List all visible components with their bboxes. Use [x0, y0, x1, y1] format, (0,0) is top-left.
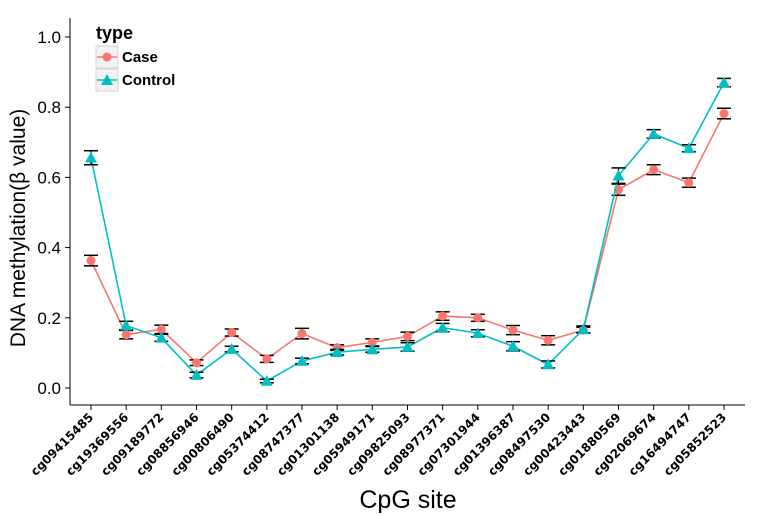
x-tick-label: cg05852523	[661, 410, 729, 478]
data-point	[297, 329, 307, 339]
y-axis: 0.0 0.2 0.4 0.6 0.8 1.0	[37, 18, 71, 405]
data-point	[684, 178, 694, 188]
data-point	[718, 76, 730, 88]
data-point	[403, 331, 412, 341]
data-point	[331, 346, 344, 357]
data-point	[156, 324, 166, 334]
data-point	[438, 311, 448, 321]
data-point	[121, 330, 131, 340]
data-point	[507, 340, 519, 352]
legend-marker	[101, 74, 113, 85]
data-point	[508, 325, 518, 335]
data-point	[682, 142, 695, 154]
data-point	[260, 374, 273, 386]
legend-label: Control	[122, 72, 175, 89]
data-point	[471, 327, 484, 339]
data-point	[86, 256, 96, 266]
y-axis-title: DNA methylation(β value)	[7, 109, 30, 348]
data-point	[192, 358, 201, 368]
data-point	[155, 331, 168, 343]
data-point	[85, 151, 97, 163]
series-layer	[84, 76, 731, 386]
data-point	[577, 323, 590, 335]
y-tick-label: 0.6	[37, 168, 61, 187]
y-tick-label: 0.0	[37, 379, 61, 398]
y-tick-label: 1.0	[37, 28, 61, 47]
legend-item-control: Control	[95, 68, 175, 92]
series-line	[90, 113, 725, 364]
data-point	[612, 169, 625, 181]
y-tick-label: 0.4	[37, 239, 61, 258]
data-point	[543, 335, 553, 345]
data-point	[719, 109, 729, 119]
data-point	[542, 358, 555, 370]
data-point	[190, 369, 203, 380]
series-control	[84, 76, 731, 386]
data-point	[120, 319, 133, 331]
y-tick-label: 0.8	[37, 98, 61, 117]
legend: type Case Control	[95, 23, 175, 92]
data-point	[401, 340, 414, 352]
data-point	[366, 343, 379, 355]
x-axis: cg09415485cg19369556cg09189772cg08856946…	[28, 404, 745, 478]
y-tick-label: 0.2	[37, 309, 61, 328]
legend-item-case: Case	[95, 45, 158, 69]
legend-title: type	[96, 23, 133, 43]
data-point	[647, 127, 660, 139]
data-point	[367, 337, 377, 347]
data-point	[225, 343, 238, 354]
data-point	[436, 321, 449, 333]
data-point	[296, 354, 308, 366]
x-axis-title: CpG site	[359, 486, 456, 514]
data-point	[649, 165, 659, 175]
data-point	[262, 354, 272, 364]
series-case	[84, 107, 731, 368]
legend-marker	[102, 52, 112, 62]
legend-label: Case	[122, 49, 158, 66]
data-point	[227, 328, 237, 338]
data-point	[473, 313, 483, 323]
